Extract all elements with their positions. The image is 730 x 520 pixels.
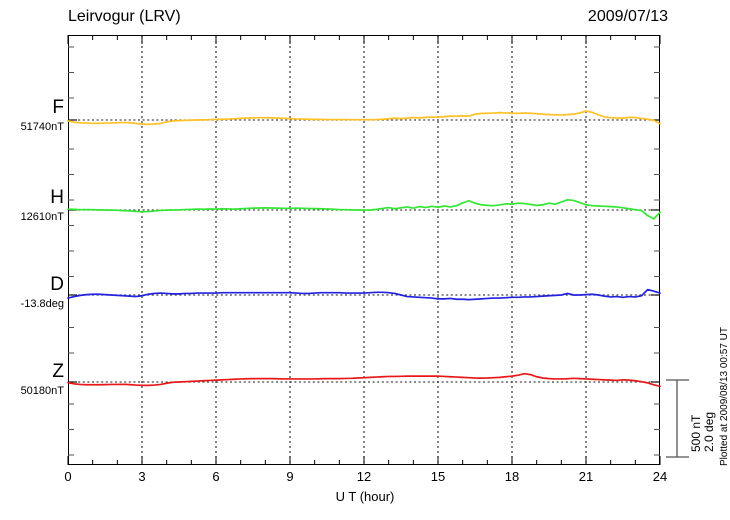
scale-bar-label: 500 nT 2.0 deg	[689, 411, 716, 452]
component-label-F: F	[52, 97, 64, 118]
component-baseline-D: -13.8deg	[20, 298, 64, 310]
x-tick-label-3: 3	[138, 469, 146, 484]
component-baseline-Z: 50180nT	[20, 385, 64, 397]
x-tick-label-9: 9	[286, 469, 294, 484]
x-tick-label-6: 6	[212, 469, 220, 484]
scale-bar-line2: 2.0 deg	[701, 411, 716, 452]
page-title: Leirvogur (LRV)	[68, 8, 181, 25]
x-tick-label-0: 0	[64, 469, 72, 484]
x-tick-label-12: 12	[356, 469, 372, 484]
x-tick-label-24: 24	[652, 469, 668, 484]
plot-frame	[68, 35, 660, 465]
date-label: 2009/07/13	[587, 8, 668, 25]
x-tick-label-18: 18	[504, 469, 520, 484]
component-label-Z: Z	[52, 361, 64, 382]
x-tick-label-21: 21	[578, 469, 594, 484]
component-baseline-H: 12610nT	[20, 211, 64, 223]
component-label-D: D	[50, 274, 64, 295]
component-baseline-F: 51740nT	[20, 121, 64, 133]
scale-bar-group	[666, 379, 689, 458]
x-axis-title: U T (hour)	[335, 489, 395, 504]
x-tick-label-15: 15	[430, 469, 446, 484]
component-label-H: H	[50, 187, 64, 208]
plotted-at-note: Plotted at 2009/08/13 00:57 UT	[719, 327, 730, 466]
